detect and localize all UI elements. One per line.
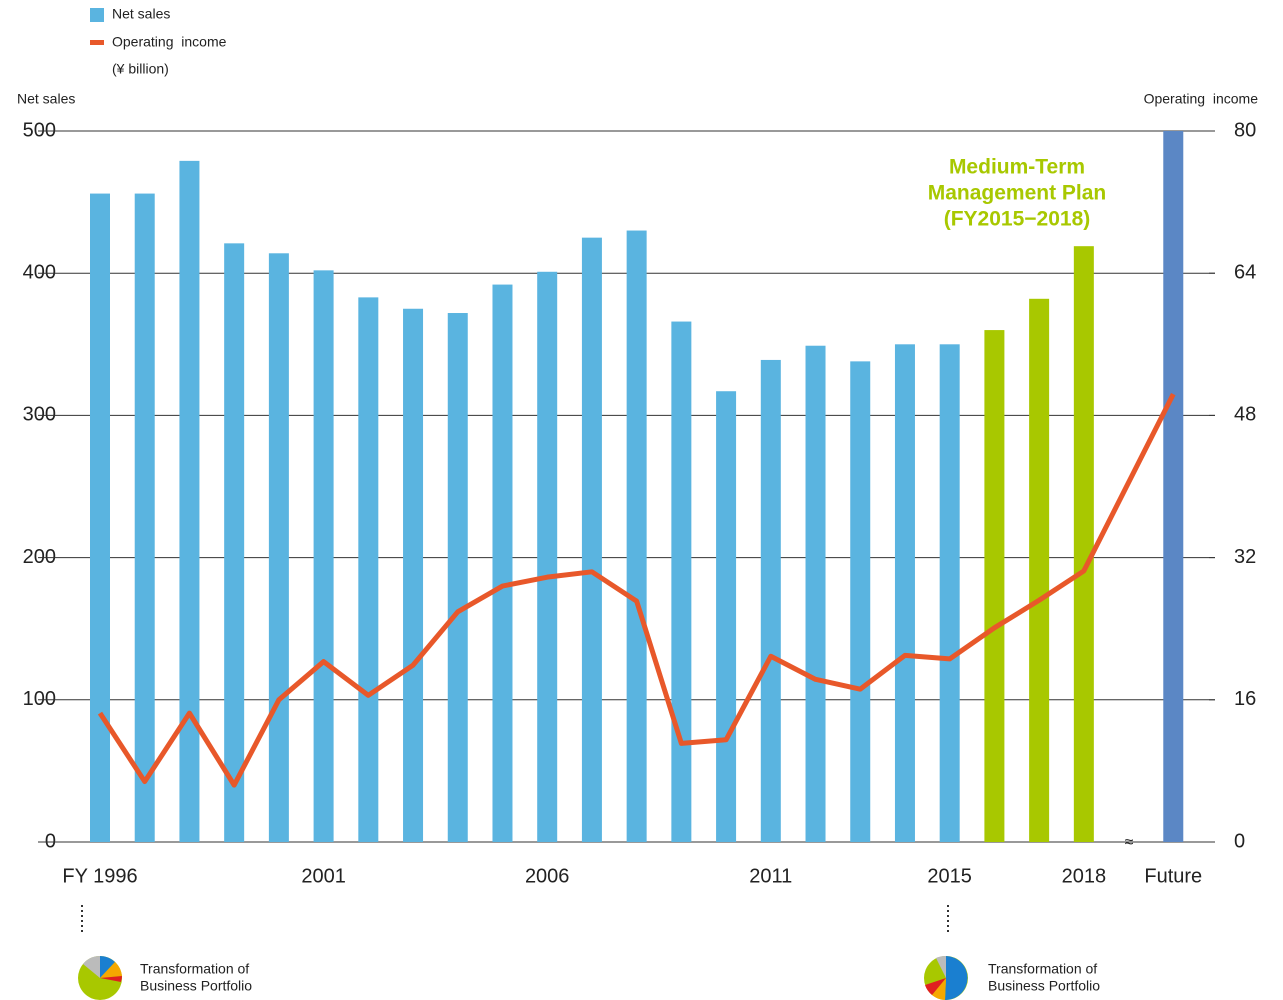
bar bbox=[179, 160, 200, 842]
bar bbox=[358, 297, 379, 842]
annotation: (FY2015−2018) bbox=[944, 208, 1091, 231]
bar bbox=[760, 359, 781, 842]
bar bbox=[268, 253, 289, 843]
legend-swatch bbox=[90, 8, 104, 22]
legend-label: Net sales bbox=[112, 6, 170, 22]
y2-tick-label: 48 bbox=[1234, 404, 1256, 426]
y2-tick-label: 80 bbox=[1234, 119, 1256, 141]
x-tick-label: 2018 bbox=[1062, 865, 1107, 887]
bar bbox=[894, 344, 915, 842]
legend-label: Operating income bbox=[112, 34, 227, 50]
y-tick-label: 300 bbox=[23, 404, 56, 426]
x-tick-label: 2011 bbox=[749, 865, 792, 887]
axis-break: ≈ bbox=[1125, 834, 1134, 851]
y-tick-label: 100 bbox=[23, 688, 56, 710]
line bbox=[97, 392, 1176, 788]
bar bbox=[492, 284, 513, 842]
bar bbox=[939, 344, 960, 842]
bar bbox=[403, 308, 424, 842]
annotation: Management Plan bbox=[928, 182, 1107, 205]
y2-tick-label: 0 bbox=[1234, 830, 1245, 852]
bar bbox=[626, 230, 647, 843]
bar bbox=[581, 237, 602, 842]
y-tick-label: 400 bbox=[23, 261, 56, 283]
bar bbox=[537, 271, 558, 842]
bar bbox=[671, 321, 692, 843]
bar bbox=[1073, 246, 1094, 842]
bar bbox=[984, 330, 1005, 842]
x-tick-label: 2015 bbox=[927, 865, 972, 887]
y2-axis-label: Operating income bbox=[1144, 91, 1259, 107]
bar bbox=[716, 391, 737, 842]
y2-tick-label: 64 bbox=[1234, 261, 1256, 283]
x-tick-label: Future bbox=[1144, 865, 1202, 887]
annotation: Medium-Term bbox=[949, 156, 1085, 179]
bar bbox=[1163, 131, 1184, 842]
footnote: Business Portfolio bbox=[988, 978, 1100, 994]
bar bbox=[850, 361, 871, 842]
pie-icon bbox=[924, 955, 968, 1000]
bar bbox=[313, 270, 334, 843]
footnote: Transformation of bbox=[140, 961, 249, 977]
bar bbox=[805, 345, 826, 842]
x-tick-label: FY 1996 bbox=[62, 865, 137, 887]
y-tick-label: 0 bbox=[45, 830, 56, 852]
bar bbox=[224, 243, 245, 842]
bar bbox=[1029, 298, 1050, 842]
legend-note: (¥ billion) bbox=[112, 61, 169, 77]
legend-swatch bbox=[90, 40, 104, 45]
x-tick-label: 2006 bbox=[525, 865, 570, 887]
bar bbox=[134, 193, 155, 842]
y2-tick-label: 32 bbox=[1234, 546, 1256, 568]
y-tick-label: 500 bbox=[23, 119, 56, 141]
footnote: Business Portfolio bbox=[140, 978, 252, 994]
bar bbox=[90, 193, 110, 842]
y-axis-label: Net sales bbox=[17, 91, 75, 107]
y2-tick-label: 16 bbox=[1234, 688, 1256, 710]
footnote: Transformation of bbox=[988, 961, 1097, 977]
pie-icon bbox=[78, 956, 122, 1000]
x-tick-label: 2001 bbox=[301, 865, 346, 887]
bar bbox=[447, 313, 468, 842]
y-tick-label: 200 bbox=[23, 546, 56, 568]
